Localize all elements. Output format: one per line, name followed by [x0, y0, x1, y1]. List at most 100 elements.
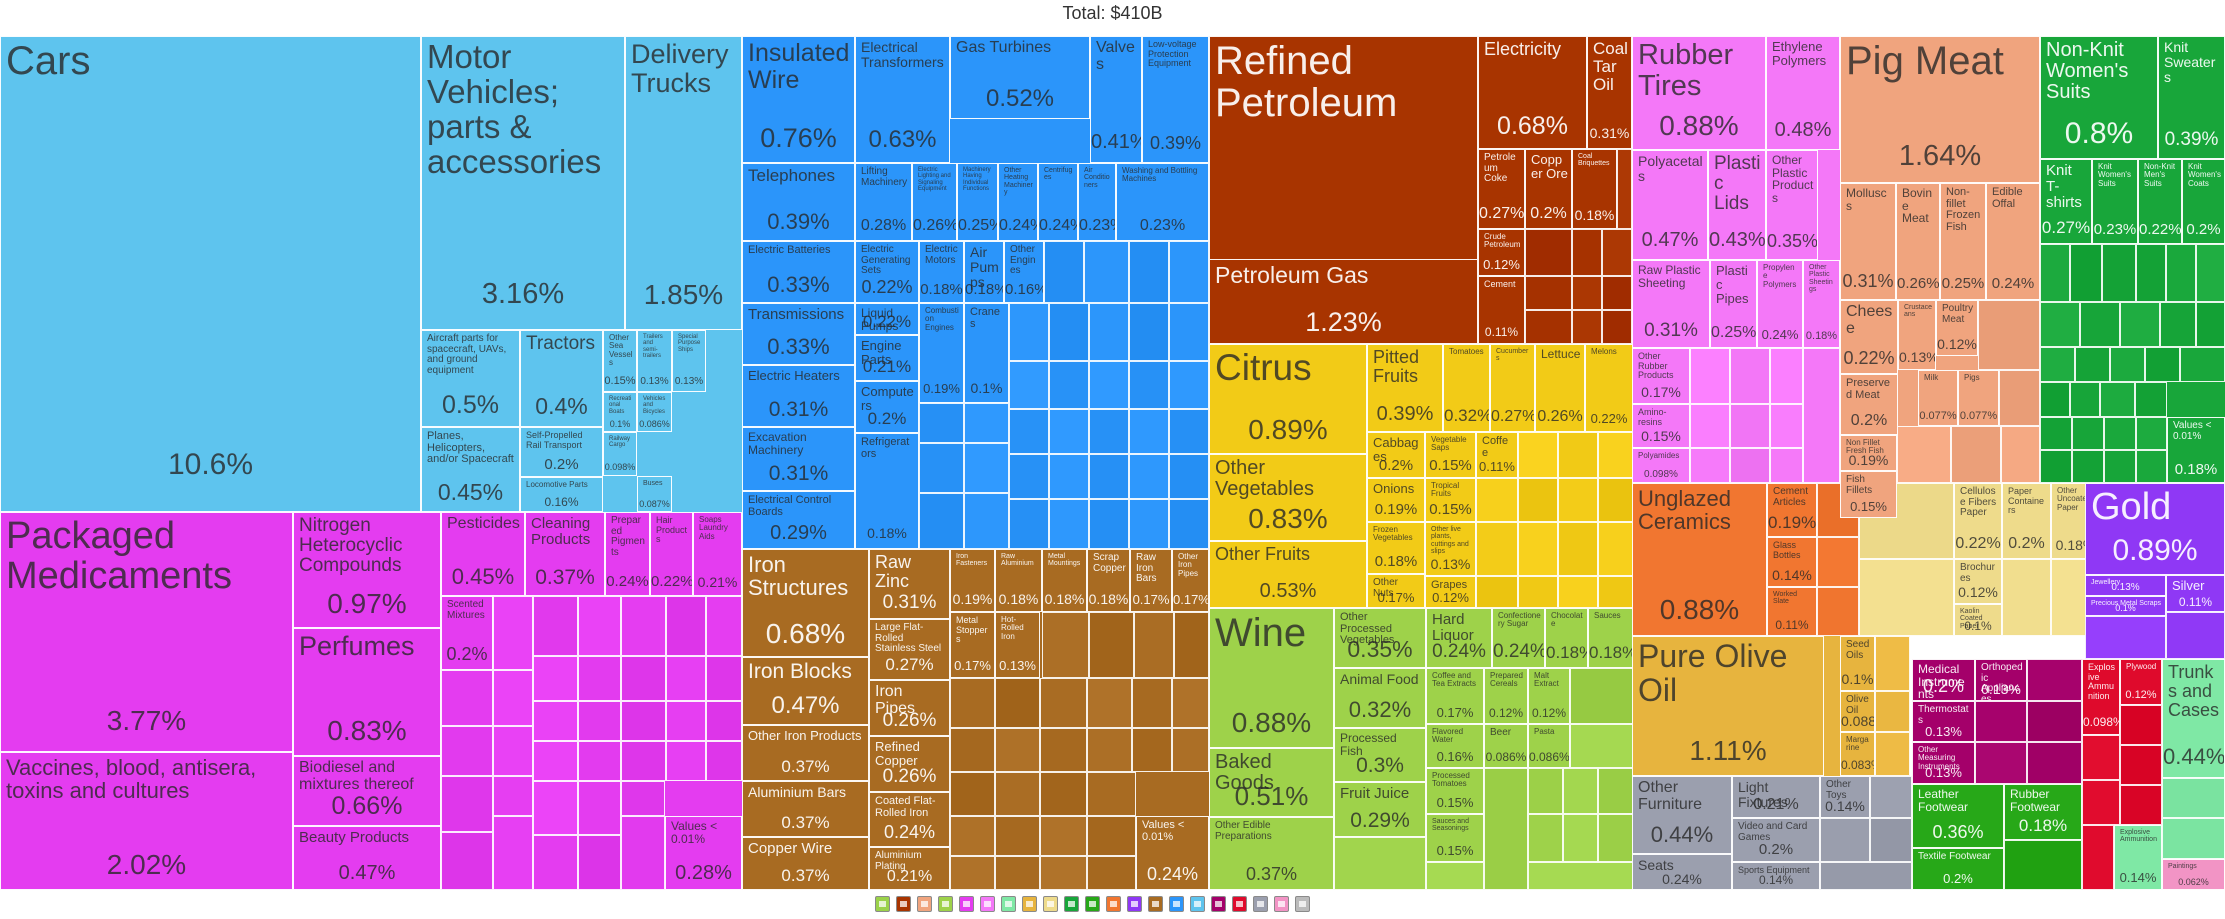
treemap-tile[interactable]: [2027, 701, 2082, 742]
treemap-tile[interactable]: [2110, 347, 2145, 382]
treemap-tile[interactable]: [2082, 735, 2120, 780]
treemap-cell[interactable]: Plywood 0.12%: [2120, 659, 2162, 705]
treemap-cell[interactable]: Recreational Boats 0.1%: [603, 392, 637, 432]
treemap-cell[interactable]: Valves 0.41%: [1090, 36, 1142, 163]
treemap-cell[interactable]: Knit Women's Coats 0.2%: [2182, 159, 2225, 244]
treemap-tile[interactable]: [1558, 522, 1598, 576]
treemap-cell[interactable]: Petroleum Coke 0.27%: [1478, 149, 1525, 229]
treemap-cell[interactable]: Crustaceans 0.13%: [1898, 300, 1936, 370]
treemap-cell[interactable]: Pasta 0.086%: [1528, 724, 1570, 768]
treemap-tile[interactable]: [2104, 417, 2136, 450]
treemap-tile[interactable]: [1049, 303, 1089, 361]
treemap-cell[interactable]: Coffee and Tea Extracts 0.17%: [1426, 668, 1484, 724]
treemap-cell[interactable]: Iron Blocks 0.47%: [742, 657, 869, 725]
treemap-tile[interactable]: [1572, 229, 1602, 276]
treemap-tile[interactable]: [2162, 778, 2225, 818]
treemap-tile[interactable]: [533, 835, 578, 890]
treemap-cell[interactable]: Gas Turbines 0.52%: [950, 36, 1090, 119]
treemap-cell[interactable]: Molluscs 0.31%: [1840, 183, 1896, 300]
treemap-cell[interactable]: Electrical Transformers 0.63%: [855, 36, 950, 163]
treemap-cell[interactable]: Edible Offal 0.24%: [1986, 183, 2040, 300]
treemap-cell[interactable]: Seats 0.24%: [1632, 854, 1732, 890]
treemap-cell[interactable]: Confectionery Sugar 0.24%: [1492, 608, 1545, 668]
treemap-cell[interactable]: Air Conditioners 0.23%: [1078, 163, 1116, 241]
treemap-cell[interactable]: Hot-Rolled Iron 0.13%: [995, 612, 1040, 678]
treemap-tile[interactable]: [1476, 576, 1518, 608]
treemap-cell[interactable]: Air Pumps 0.18%: [964, 241, 1004, 303]
treemap-cell[interactable]: Pig Meat 1.64%: [1840, 36, 2040, 183]
treemap-cell[interactable]: Plastic Lids 0.43%: [1708, 150, 1766, 260]
treemap-cell[interactable]: Metal Stoppers 0.17%: [950, 612, 995, 678]
treemap-tile[interactable]: [1089, 361, 1129, 409]
foodstuff-icon[interactable]: [938, 896, 953, 912]
treemap-tile[interactable]: [666, 596, 706, 656]
treemap-tile[interactable]: [1820, 862, 1912, 890]
treemap-cell[interactable]: Knit Women's Suits 0.23%: [2092, 159, 2138, 244]
treemap-tile[interactable]: [1089, 409, 1129, 454]
treemap-tile[interactable]: [578, 596, 621, 656]
treemap-tile[interactable]: [1975, 742, 2027, 784]
treemap-cell[interactable]: Other Edible Preparations 0.37%: [1209, 817, 1334, 890]
treemap-tile[interactable]: [441, 832, 493, 890]
treemap-tile[interactable]: [706, 701, 742, 741]
treemap-cell[interactable]: Amino-resins 0.15%: [1632, 404, 1690, 448]
treemap-tile[interactable]: [493, 670, 533, 726]
treemap-cell[interactable]: Electric Lighting and Signaling Equipmen…: [912, 163, 957, 241]
treemap-cell[interactable]: Other Toys 0.14%: [1820, 776, 1870, 818]
treemap-cell[interactable]: Margarine 0.083%: [1840, 732, 1875, 776]
treemap-tile[interactable]: [1042, 612, 1089, 678]
treemap-tile[interactable]: [1730, 348, 1770, 404]
treemap-tile[interactable]: [1040, 678, 1087, 728]
treemap-tile[interactable]: [2004, 840, 2082, 890]
treemap-tile[interactable]: [964, 493, 1009, 549]
treemap-cell[interactable]: Motor Vehicles; parts & accessories 3.16%: [421, 36, 625, 330]
treemap-tile[interactable]: [706, 596, 742, 656]
treemap-tile[interactable]: [1089, 499, 1129, 549]
treemap-cell[interactable]: Metal Mountings 0.18%: [1042, 549, 1087, 612]
treemap-tile[interactable]: [2072, 450, 2104, 483]
treemap-cell[interactable]: Aircraft parts for spacecraft, UAVs, and…: [421, 330, 520, 427]
treemap-tile[interactable]: [1009, 499, 1049, 549]
treemap-tile[interactable]: [1563, 814, 1598, 862]
treemap-cell[interactable]: Raw Aluminium 0.18%: [995, 549, 1042, 612]
treemap-tile[interactable]: [1870, 776, 1912, 818]
treemap-cell[interactable]: Thermostats 0.13%: [1912, 701, 1975, 742]
treemap-cell[interactable]: Processed Tomatoes 0.15%: [1426, 768, 1484, 814]
treemap-tile[interactable]: [1803, 348, 1840, 483]
treemap-tile[interactable]: [1817, 587, 1859, 636]
treemap-cell[interactable]: Liquid Pumps 0.22%: [855, 303, 919, 335]
treemap-tile[interactable]: [1049, 409, 1089, 454]
treemap-tile[interactable]: [2072, 417, 2104, 450]
treemap-tile[interactable]: [621, 781, 665, 816]
treemap-cell[interactable]: Coal Tar Oil 0.31%: [1587, 36, 1632, 149]
treemap-tile[interactable]: [1528, 814, 1563, 862]
treemap-tile[interactable]: [493, 776, 533, 816]
treemap-cell[interactable]: Values < 0.01% 0.24%: [1136, 816, 1209, 890]
treemap-cell[interactable]: Unglazed Ceramics 0.88%: [1632, 483, 1767, 636]
treemap-cell[interactable]: Polyamides 0.098%: [1632, 448, 1690, 483]
treemap-tile[interactable]: [1770, 448, 1803, 483]
treemap-tile[interactable]: [666, 701, 706, 741]
treemap-tile[interactable]: [1087, 772, 1136, 816]
treemap-cell[interactable]: Other Furniture 0.44%: [1632, 776, 1732, 854]
treemap-tile[interactable]: [1484, 768, 1528, 890]
treemap-tile[interactable]: [995, 772, 1040, 816]
treemap-cell[interactable]: Raw Zinc 0.31%: [869, 549, 950, 619]
treemap-tile[interactable]: [1129, 499, 1169, 549]
treemap-tile[interactable]: [1129, 454, 1169, 499]
art-icon[interactable]: [1274, 896, 1289, 912]
treemap-cell[interactable]: Other Nuts 0.17%: [1367, 574, 1425, 608]
treemap-tile[interactable]: [533, 596, 578, 656]
treemap-cell[interactable]: Sauces and Seasonings 0.15%: [1426, 814, 1484, 862]
hide-icon[interactable]: [1001, 896, 1016, 912]
treemap-cell[interactable]: Telephones 0.39%: [742, 163, 855, 241]
treemap-tile[interactable]: [1951, 426, 2001, 483]
textile-icon[interactable]: [1064, 896, 1079, 912]
treemap-tile[interactable]: [1598, 576, 1633, 608]
treemap-tile[interactable]: [1087, 856, 1136, 890]
treemap-tile[interactable]: [2040, 450, 2072, 483]
treemap-tile[interactable]: [2040, 417, 2072, 450]
treemap-tile[interactable]: [578, 781, 621, 835]
machine-icon[interactable]: [1169, 896, 1184, 912]
treemap-cell[interactable]: Trunks and Cases 0.44%: [2162, 659, 2225, 778]
